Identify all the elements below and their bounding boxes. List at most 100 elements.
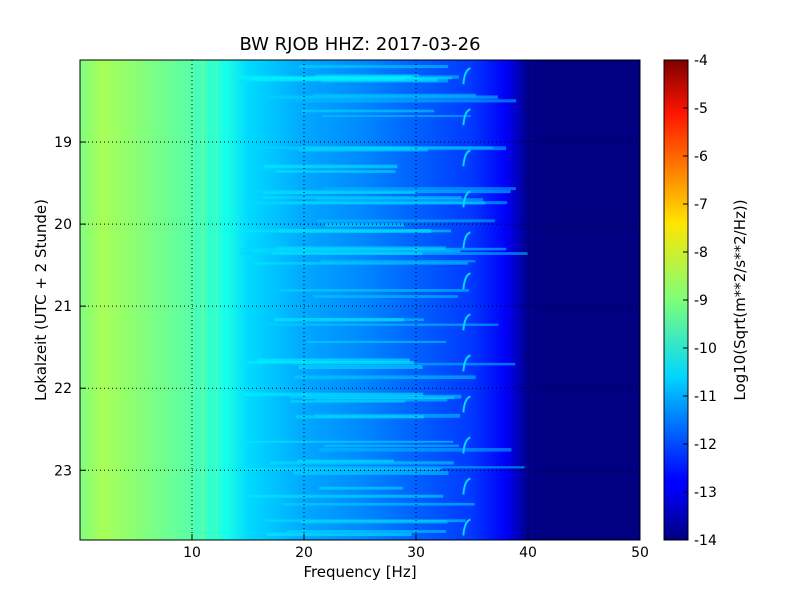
spectral-streak [296, 459, 394, 463]
colorbar-tick-label: -10 [694, 341, 717, 357]
spectral-streak [290, 362, 516, 366]
arc-feature [462, 313, 471, 331]
y-axis: 19 20 21 22 23 [54, 135, 86, 479]
arc-feature [462, 354, 471, 372]
colorbar-tick-label: -12 [694, 437, 717, 453]
spectral-streak [249, 494, 444, 498]
y-tick-label: 22 [54, 381, 72, 397]
spectral-streak [306, 340, 447, 343]
colorbar-tick-label: -5 [694, 101, 708, 117]
spectral-streak [302, 396, 455, 400]
spectral-streak [276, 170, 396, 173]
spectral-streak [241, 468, 442, 471]
spectral-streak [267, 323, 499, 326]
spectral-streak [271, 252, 423, 255]
colorbar-tick-label: -8 [694, 245, 708, 261]
spectral-streak [245, 440, 454, 443]
spectral-streak [247, 360, 414, 364]
spectral-streak [253, 201, 486, 205]
arc-feature [462, 477, 471, 495]
spectral-streak [300, 520, 448, 524]
spectral-streak [317, 219, 495, 223]
spectral-line [223, 60, 226, 540]
x-tick-label: 50 [631, 545, 649, 561]
x-axis-label: Frequency [Hz] [303, 563, 416, 581]
arc-feature [462, 149, 471, 167]
spectral-line [195, 60, 198, 540]
spectral-line [202, 60, 205, 540]
spectral-streak [312, 93, 476, 97]
spectral-streak [286, 530, 446, 533]
spectral-streak [288, 146, 507, 151]
spectral-streak [321, 260, 476, 263]
arc-feature [462, 395, 471, 413]
spectral-streak [244, 392, 424, 397]
arc-feature [462, 272, 471, 290]
spectral-streak [323, 187, 516, 191]
colorbar-axis: -4 -5 -6 -7 -8 -9 -10 -11 -12 -13 -14 [683, 53, 717, 549]
colorbar-tick-label: -7 [694, 197, 708, 213]
spectral-streak [319, 486, 404, 490]
y-tick-label: 20 [54, 217, 72, 233]
spectral-streak [294, 375, 476, 380]
spectral-streak [279, 289, 469, 292]
spectral-streak [244, 77, 438, 82]
spectral-streak [253, 261, 468, 265]
spectral-streak [295, 99, 517, 103]
spectral-line [208, 60, 211, 540]
spectral-streak [246, 190, 511, 194]
colorbar-tick-label: -6 [694, 149, 708, 165]
colorbar-label: Log10(Sqrt(m**2/s**2/Hz)) [731, 199, 749, 400]
spectral-streak [295, 415, 425, 419]
arc-feature [462, 436, 471, 454]
grid-lines [80, 60, 640, 540]
spectral-streak [267, 95, 498, 99]
spectral-streak [293, 471, 449, 475]
x-axis: 10 20 30 40 50 [183, 534, 649, 561]
x-tick-label: 10 [183, 545, 201, 561]
arc-feature [462, 190, 471, 208]
spectral-streak [269, 461, 454, 465]
spectral-streak [267, 532, 412, 537]
y-tick-label: 19 [54, 135, 72, 151]
spectral-streak [278, 228, 432, 233]
spectral-streak [240, 247, 507, 251]
x-tick-label: 20 [295, 545, 313, 561]
spectral-streak [264, 164, 398, 169]
y-axis-label: Lokalzeit (UTC + 2 Stunde) [32, 199, 50, 401]
spectral-streak [253, 249, 461, 253]
spectral-streak [319, 448, 512, 452]
y-tick-label: 23 [54, 463, 72, 479]
plot-frame [79, 59, 641, 541]
colorbar-tick-label: -9 [694, 293, 708, 309]
arc-feature [462, 108, 471, 126]
spectral-streak [315, 397, 448, 402]
spectral-streak [324, 444, 460, 447]
spectral-streak [262, 196, 462, 200]
arc-feature [462, 231, 471, 249]
x-tick-label: 30 [407, 545, 425, 561]
arc-feature [462, 518, 471, 536]
arc-feature [462, 67, 471, 85]
spectral-streak [298, 365, 423, 370]
chart-title: BW RJOB HHZ: 2017-03-26 [239, 34, 480, 55]
spectral-streak [301, 109, 435, 113]
spectral-streak [322, 115, 471, 118]
spectral-streak [257, 358, 410, 363]
spectral-line [215, 60, 218, 540]
spectrogram-bands [195, 60, 528, 540]
colorbar-tick-label: -13 [694, 485, 717, 501]
spectral-streak [318, 318, 424, 321]
spectral-streak [256, 466, 525, 469]
y-tick-label: 21 [54, 299, 72, 315]
x-tick-label: 40 [519, 545, 537, 561]
colorbar-tick-label: -14 [694, 533, 717, 549]
spectral-streak [315, 198, 484, 202]
spectral-streak [324, 223, 404, 227]
spectral-streak [282, 502, 475, 506]
colorbar-tick-label: -4 [694, 53, 708, 69]
spectral-streak [313, 295, 458, 298]
spectral-streak [298, 65, 449, 69]
colorbar-tick-label: -11 [694, 389, 717, 405]
